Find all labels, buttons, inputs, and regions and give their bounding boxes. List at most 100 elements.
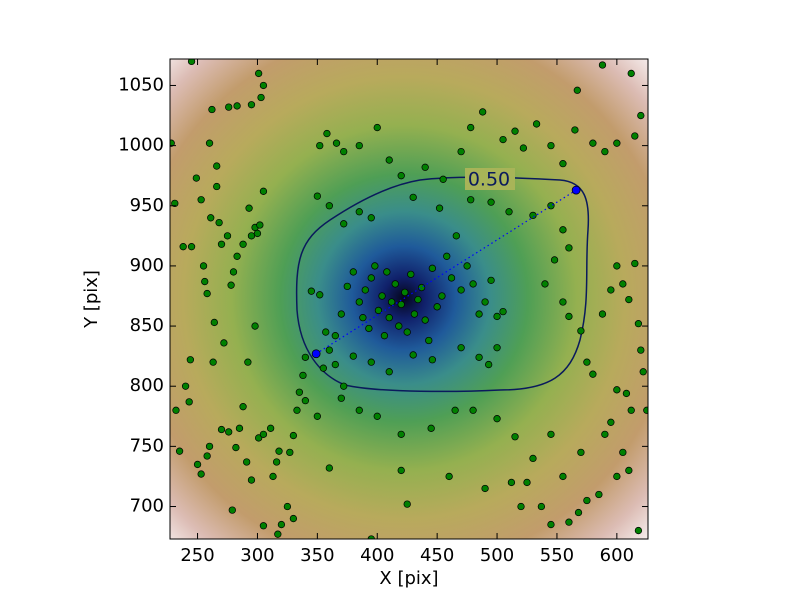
point — [625, 295, 633, 304]
point — [625, 466, 633, 475]
y-axis-label: Y [pix] — [81, 270, 102, 329]
point — [220, 339, 228, 347]
point — [397, 300, 405, 309]
point — [607, 418, 615, 426]
point — [253, 229, 262, 238]
point — [233, 102, 241, 110]
point — [187, 243, 196, 251]
y-tick-label: 800 — [130, 375, 164, 396]
point — [414, 295, 422, 304]
point — [428, 356, 437, 364]
marker-point — [311, 349, 321, 359]
point — [378, 292, 386, 300]
point — [565, 312, 573, 321]
point — [355, 406, 363, 414]
y-tick-label: 1000 — [118, 135, 164, 156]
point — [385, 156, 393, 164]
point — [243, 458, 251, 466]
point — [207, 214, 215, 222]
point — [325, 346, 333, 354]
point — [559, 160, 567, 168]
point — [547, 202, 555, 210]
point — [410, 310, 419, 318]
point — [186, 356, 195, 364]
point — [380, 332, 389, 340]
point — [197, 470, 205, 478]
point — [256, 221, 264, 229]
point — [421, 163, 429, 171]
point — [175, 447, 184, 455]
point — [439, 175, 447, 183]
point — [479, 108, 487, 116]
point — [213, 182, 221, 191]
point — [613, 262, 621, 270]
point — [619, 448, 627, 457]
point — [523, 478, 531, 487]
point — [213, 162, 221, 170]
point — [205, 442, 214, 451]
point — [493, 312, 501, 321]
point — [259, 187, 268, 195]
point — [428, 264, 437, 272]
x-tick-label: 550 — [540, 545, 574, 566]
point — [475, 310, 483, 318]
x-tick-label: 600 — [600, 545, 634, 566]
point — [185, 398, 193, 406]
point — [367, 358, 375, 366]
point — [601, 430, 609, 438]
point — [401, 288, 409, 297]
point — [547, 520, 555, 529]
point — [247, 101, 256, 109]
point — [289, 514, 298, 523]
point — [507, 478, 516, 487]
point — [627, 406, 635, 414]
marker-point — [571, 185, 581, 195]
y-tick-label: 900 — [130, 255, 164, 276]
point — [227, 281, 235, 289]
point — [313, 192, 322, 200]
point — [467, 196, 475, 204]
point — [457, 147, 465, 156]
point — [340, 220, 348, 228]
point — [192, 174, 201, 182]
point — [619, 280, 627, 288]
x-tick-label: 500 — [480, 545, 514, 566]
point — [559, 298, 567, 306]
point — [295, 388, 304, 396]
point — [532, 120, 541, 128]
point — [511, 127, 519, 135]
point — [293, 406, 301, 414]
point — [519, 144, 528, 152]
plot-frame — [169, 58, 649, 540]
point — [340, 147, 348, 156]
point — [565, 518, 573, 526]
point — [239, 403, 247, 411]
point — [272, 458, 281, 466]
point — [598, 61, 607, 69]
point — [233, 252, 241, 260]
point — [257, 93, 265, 102]
point — [199, 262, 208, 270]
point — [637, 346, 645, 354]
point — [383, 268, 391, 276]
point — [457, 344, 465, 352]
point — [208, 105, 216, 114]
point — [385, 313, 393, 322]
point — [447, 274, 456, 282]
contour — [295, 176, 590, 393]
point — [517, 502, 525, 511]
point — [385, 368, 393, 376]
point — [438, 292, 446, 300]
point — [355, 208, 363, 216]
point — [613, 386, 621, 394]
point — [289, 431, 298, 440]
point — [301, 397, 310, 405]
point — [631, 132, 639, 140]
point — [365, 324, 373, 333]
contour-label: 0.50 — [468, 169, 510, 191]
y-tick-label: 850 — [130, 315, 164, 336]
point — [547, 141, 555, 150]
point — [493, 415, 501, 423]
point — [643, 406, 648, 414]
